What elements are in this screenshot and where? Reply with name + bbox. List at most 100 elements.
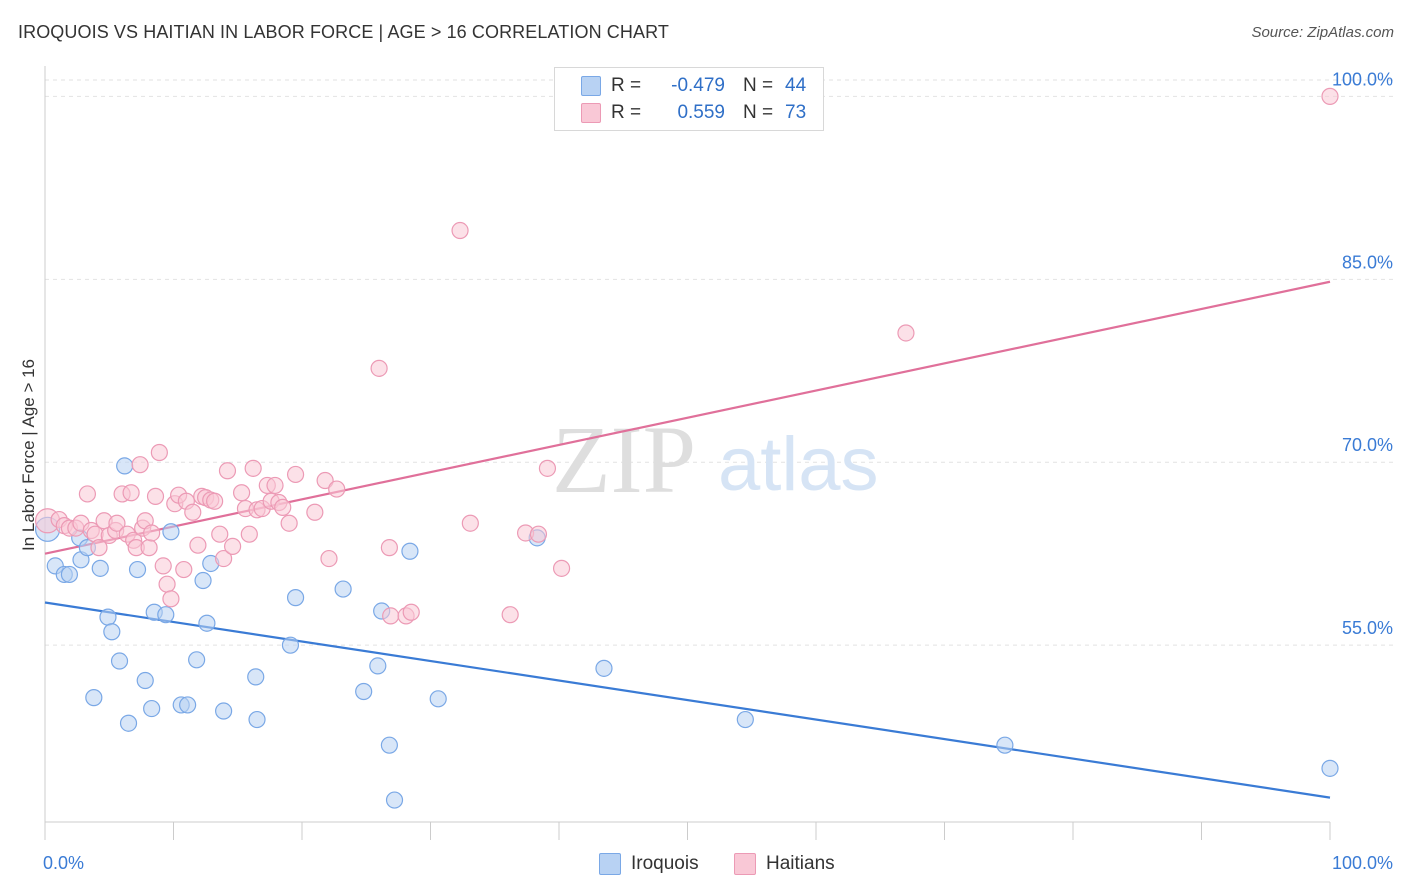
haitians-n-value: 73 xyxy=(785,102,807,123)
haitians-point xyxy=(380,539,398,557)
haitians-point xyxy=(240,525,258,543)
r-label: R = xyxy=(611,102,642,123)
haitians-point xyxy=(382,607,400,625)
haitians-point xyxy=(538,459,557,477)
watermark-zip: ZIP xyxy=(552,406,696,513)
iroquois-point xyxy=(248,710,266,729)
haitians-point xyxy=(328,480,346,498)
axes xyxy=(44,66,1331,840)
haitians-point xyxy=(501,606,519,624)
iroquois-point xyxy=(595,659,613,677)
n-label: N = xyxy=(743,75,774,96)
iroquois-point xyxy=(179,696,197,714)
haitians-point xyxy=(274,498,292,516)
watermark-atlas: atlas xyxy=(718,422,879,507)
haitians-point xyxy=(78,485,97,503)
haitians-point xyxy=(461,514,479,532)
stats-legend: R = -0.479 N = 44 R = 0.559 N = 73 xyxy=(554,67,824,131)
data-points xyxy=(34,87,1339,809)
haitians-point xyxy=(90,539,108,557)
haitians-point xyxy=(286,465,305,484)
iroquois-point xyxy=(334,580,352,598)
haitians-point xyxy=(529,525,548,543)
iroquois-point xyxy=(136,671,154,690)
r-label: R = xyxy=(611,75,642,96)
iroquois-point xyxy=(157,606,175,624)
haitians-point xyxy=(451,221,469,240)
iroquois-point xyxy=(99,608,117,626)
haitians-point xyxy=(1321,87,1339,105)
iroquois-point xyxy=(128,560,147,579)
haitians-point xyxy=(897,324,915,342)
haitians-point xyxy=(218,462,237,480)
iroquois-point xyxy=(385,791,404,809)
legend-row-haitians: R = 0.559 N = 73 xyxy=(581,100,806,126)
haitians-point xyxy=(184,503,202,521)
iroquois-point xyxy=(162,523,180,541)
n-label: N = xyxy=(743,102,774,123)
iroquois-point xyxy=(286,589,305,607)
haitians-point xyxy=(140,539,158,557)
haitians-point xyxy=(122,484,140,502)
iroquois-point xyxy=(60,565,79,584)
haitians-legend-swatch xyxy=(734,853,756,875)
haitians-point xyxy=(162,590,180,608)
haitians-legend-label: Haitians xyxy=(766,853,835,874)
y-tick-label: 85.0% xyxy=(1342,252,1393,272)
haitians-point xyxy=(206,492,224,510)
legend-row-iroquois: R = -0.479 N = 44 xyxy=(581,73,806,99)
tick-labels: 55.0% 70.0% 85.0% 100.0% 0.0% 100.0% xyxy=(43,69,1393,873)
iroquois-n-value: 44 xyxy=(785,75,807,96)
gridlines xyxy=(45,79,1395,646)
iroquois-point xyxy=(116,457,134,475)
bottom-legend-haitians: Haitians xyxy=(734,851,835,877)
iroquois-point xyxy=(401,542,419,560)
y-tick-label: 55.0% xyxy=(1342,618,1393,638)
iroquois-point xyxy=(103,623,121,641)
haitians-point xyxy=(370,359,388,377)
haitians-swatch xyxy=(581,103,601,123)
iroquois-point xyxy=(143,699,161,718)
iroquois-point xyxy=(215,702,233,720)
haitians-point xyxy=(143,524,161,542)
haitians-point xyxy=(158,575,176,593)
y-tick-label: 70.0% xyxy=(1342,435,1393,455)
x-tick-label: 0.0% xyxy=(43,853,84,873)
iroquois-point xyxy=(194,571,212,590)
haitians-point xyxy=(224,537,242,555)
iroquois-point xyxy=(110,652,129,670)
haitians-point xyxy=(211,525,229,543)
haitians-point xyxy=(146,487,165,505)
iroquois-trend-line xyxy=(44,601,1331,799)
haitians-point xyxy=(154,557,172,575)
haitians-point xyxy=(233,484,251,502)
chart-title: IROQUOIS VS HAITIAN IN LABOR FORCE | AGE… xyxy=(18,22,669,42)
source-label: Source: ZipAtlas.com xyxy=(1251,24,1394,41)
haitians-point xyxy=(131,456,149,474)
haitians-point xyxy=(244,459,262,477)
iroquois-point xyxy=(281,636,300,654)
watermark: ZIP atlas xyxy=(552,406,879,513)
iroquois-point xyxy=(736,710,754,729)
haitians-point xyxy=(552,559,571,577)
y-axis-label: In Labor Force | Age > 16 xyxy=(19,359,38,551)
haitians-point xyxy=(175,560,193,579)
haitians-point xyxy=(320,549,338,568)
bottom-legend-iroquois: Iroquois xyxy=(599,851,699,877)
x-tick-label: 100.0% xyxy=(1332,853,1393,873)
iroquois-r-value: -0.479 xyxy=(671,75,725,96)
haitians-point xyxy=(189,536,207,554)
iroquois-point xyxy=(380,736,398,754)
iroquois-point xyxy=(188,651,206,669)
haitians-point xyxy=(402,603,420,621)
iroquois-point xyxy=(198,614,216,632)
iroquois-legend-label: Iroquois xyxy=(631,853,699,874)
iroquois-point xyxy=(369,657,387,675)
haitians-point xyxy=(150,443,168,462)
iroquois-swatch xyxy=(581,76,601,96)
haitians-point xyxy=(266,476,284,495)
haitians-point xyxy=(108,514,126,532)
haitians-point xyxy=(316,471,334,490)
haitians-point xyxy=(215,549,233,568)
